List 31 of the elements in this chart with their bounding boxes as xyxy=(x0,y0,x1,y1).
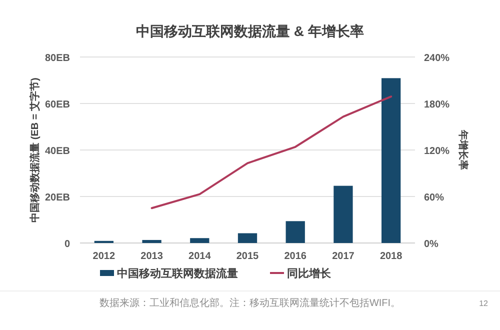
y-tick-label: 40EB xyxy=(44,146,70,157)
bar xyxy=(142,240,162,243)
y-axis-title: 中国移动数据流量 (EB = 艾字节) xyxy=(29,78,41,222)
y2-tick-label: 180% xyxy=(424,100,450,110)
legend-label: 同比增长 xyxy=(287,267,332,280)
x-tick-label: 2017 xyxy=(332,251,355,262)
x-tick-label: 2016 xyxy=(284,251,307,262)
y2-axis-title: 年增长率 xyxy=(457,129,469,170)
text: 12 xyxy=(479,299,489,308)
bar xyxy=(334,186,353,243)
x-tick-label: 2014 xyxy=(188,251,212,262)
y-tick-label: 60EB xyxy=(44,100,70,110)
bar xyxy=(238,233,258,243)
x-tick-label: 2012 xyxy=(92,251,116,262)
y2-tick-label: 0% xyxy=(424,239,439,250)
y-tick-label: 20EB xyxy=(44,192,70,204)
bar xyxy=(286,221,305,243)
legend-label: 中国移动互联网数据流量 xyxy=(117,267,238,280)
x-tick-label: 2013 xyxy=(140,251,164,262)
y-tick-label: 0 xyxy=(64,239,70,250)
y2-tick-label: 240% xyxy=(424,53,450,64)
y2-tick-label: 60% xyxy=(424,192,444,204)
chart-title: 中国移动互联网数据流量 & 年增长率 xyxy=(136,23,364,39)
bar xyxy=(382,78,401,243)
y-tick-label: 80EB xyxy=(44,53,70,64)
source-note: 数据来源：工业和信息化部。注：移动互联网流量统计不包括WIFI。 xyxy=(99,297,401,309)
line-series xyxy=(150,96,392,210)
x-tick-label: 2015 xyxy=(236,251,260,262)
x-tick-label: 2018 xyxy=(380,251,403,262)
bar xyxy=(190,238,210,243)
y2-tick-label: 120% xyxy=(424,146,450,157)
